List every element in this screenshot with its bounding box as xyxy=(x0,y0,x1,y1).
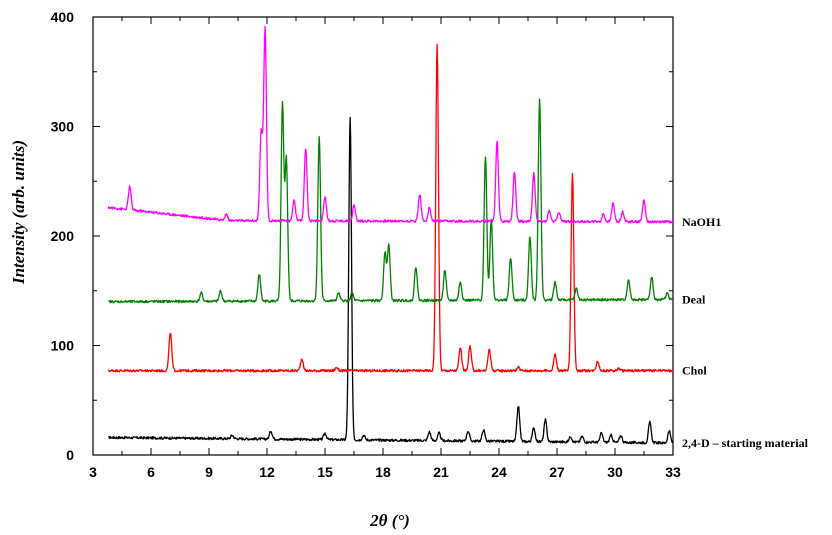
x-tick-label: 21 xyxy=(433,464,449,480)
y-tick-label: 0 xyxy=(66,447,74,463)
x-tick-label: 9 xyxy=(205,464,213,480)
x-tick-label: 18 xyxy=(375,464,391,480)
series-line xyxy=(108,116,674,445)
plot-frame xyxy=(92,16,674,456)
series-line xyxy=(107,43,674,373)
axis-ticks xyxy=(92,16,674,456)
x-tick-label: 12 xyxy=(259,464,275,480)
series-label: 2,4-D – starting material xyxy=(682,436,809,450)
x-tick-label: 33 xyxy=(665,464,681,480)
x-tick-label: 24 xyxy=(491,464,507,480)
series-label: NaOH1 xyxy=(682,215,721,229)
x-tick-label: 3 xyxy=(89,464,97,480)
x-tick-label: 27 xyxy=(549,464,565,480)
series-line xyxy=(107,25,674,224)
x-tick-label: 15 xyxy=(317,464,333,480)
x-tick-label: 30 xyxy=(607,464,623,480)
series-label: Chol xyxy=(682,364,707,378)
series-labels: 2,4-D – starting material Chol Deal NaOH1 xyxy=(682,215,809,450)
y-tick-label: 300 xyxy=(51,119,75,135)
plot-border xyxy=(92,16,674,456)
y-tick-label: 100 xyxy=(51,338,75,354)
axis-tick-labels: 3 6 9 12 15 18 21 24 27 30 33 0 100 200 300 400 xyxy=(51,9,681,480)
y-axis-title: Intensity (arb. units) xyxy=(9,140,28,285)
series-layer xyxy=(107,25,674,445)
series-label: Deal xyxy=(682,293,706,307)
x-axis-title: 2θ (°) xyxy=(369,511,410,530)
y-tick-label: 200 xyxy=(51,228,75,244)
x-tick-label: 6 xyxy=(147,464,155,480)
series-line xyxy=(108,98,674,304)
y-tick-label: 400 xyxy=(51,9,75,25)
